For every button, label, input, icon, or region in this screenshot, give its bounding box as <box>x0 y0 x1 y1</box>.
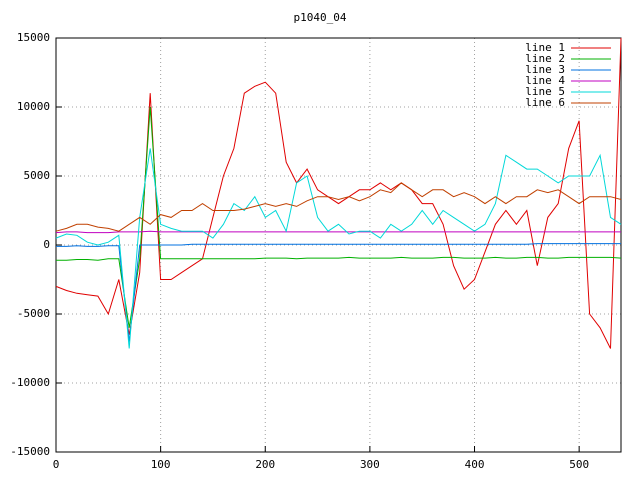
legend-label: line 3 <box>525 63 565 76</box>
x-tick-label: 200 <box>255 458 275 471</box>
legend-label: line 1 <box>525 41 565 54</box>
x-tick-label: 0 <box>53 458 60 471</box>
chart-title: p1040_04 <box>294 11 347 24</box>
legend-label: line 5 <box>525 85 565 98</box>
x-tick-label: 400 <box>465 458 485 471</box>
series-line <box>56 243 621 342</box>
x-tick-label: 500 <box>569 458 589 471</box>
plot-frame <box>55 37 622 453</box>
y-tick-label: -10000 <box>10 376 50 389</box>
legend-label: line 4 <box>525 74 565 87</box>
y-tick-label: -15000 <box>10 445 50 458</box>
series-line <box>55 230 621 234</box>
series-line <box>56 106 622 328</box>
y-tick-label: 5000 <box>24 169 51 182</box>
y-tick-label: 10000 <box>17 100 50 113</box>
series-line <box>55 182 622 232</box>
x-tick-label: 100 <box>151 458 171 471</box>
y-tick-label: 0 <box>43 238 50 251</box>
legend-label: line 6 <box>525 96 565 109</box>
x-tick-label: 300 <box>360 458 380 471</box>
series-line <box>55 148 622 349</box>
y-tick-label: -5000 <box>17 307 50 320</box>
series-line <box>55 37 622 349</box>
y-tick-label: 15000 <box>17 31 50 44</box>
legend-label: line 2 <box>525 52 565 65</box>
